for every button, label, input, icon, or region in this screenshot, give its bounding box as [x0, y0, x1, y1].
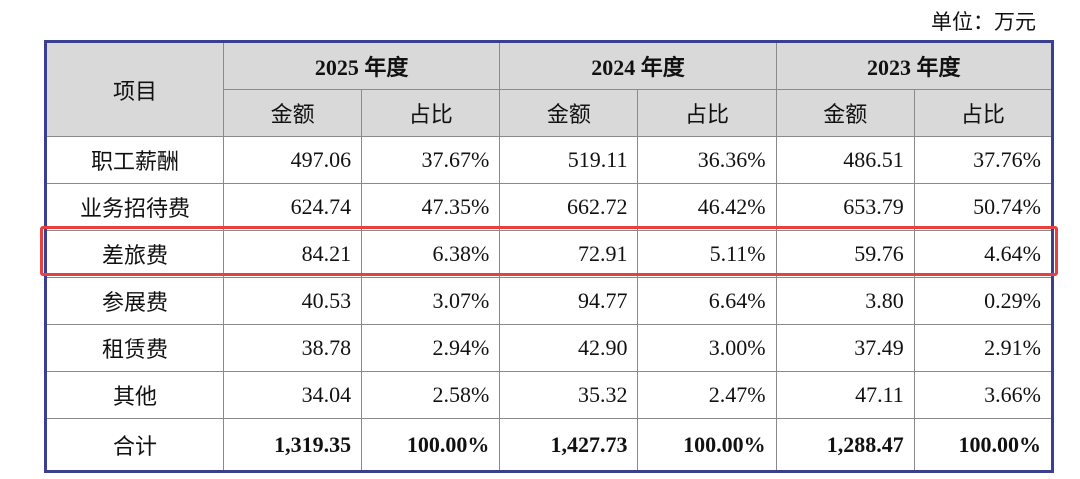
cell: 0.29%	[913, 277, 1054, 325]
cell: 36.36%	[637, 136, 777, 184]
cell: 59.76	[775, 230, 915, 278]
cell: 100.00%	[637, 418, 777, 472]
header-sub: 金额	[222, 89, 363, 137]
cell: 5.11%	[637, 230, 777, 278]
table-row: 职工薪酬 497.06 37.67% 519.11 36.36% 486.51 37.76%	[45, 136, 1054, 184]
cell: 3.80	[775, 277, 915, 325]
header-year: 2023 年度	[775, 41, 1054, 90]
cell: 40.53	[222, 277, 363, 325]
cell: 37.76%	[913, 136, 1054, 184]
header-row: 项目 2025 年度 2024 年度 2023 年度	[45, 41, 1054, 137]
table-row: 租赁费 38.78 2.94% 42.90 3.00% 37.49 2.91%	[45, 324, 1054, 372]
row-label: 职工薪酬	[45, 136, 224, 184]
header-year: 2025 年度	[222, 41, 501, 90]
cell: 37.49	[775, 324, 915, 372]
cell: 519.11	[499, 136, 639, 184]
cell: 94.77	[499, 277, 639, 325]
table-row: 其他 34.04 2.58% 35.32 2.47% 47.11 3.66%	[45, 371, 1054, 419]
cell: 47.11	[775, 371, 915, 419]
cell: 1,319.35	[222, 418, 363, 472]
cell: 50.74%	[913, 183, 1054, 231]
cell: 3.00%	[637, 324, 777, 372]
cell: 6.38%	[361, 230, 501, 278]
row-label: 租赁费	[45, 324, 224, 372]
cell: 653.79	[775, 183, 915, 231]
header-sub: 金额	[499, 89, 639, 137]
header-row: 金额 占比 金额 占比 金额 占比	[46, 89, 1054, 137]
cell: 497.06	[222, 136, 363, 184]
table-row: 参展费 40.53 3.07% 94.77 6.64% 3.80 0.29%	[45, 277, 1054, 325]
table-body: 职工薪酬 497.06 37.67% 519.11 36.36% 486.51 37.76%…	[45, 136, 1054, 472]
cell: 37.67%	[361, 136, 501, 184]
cell: 3.07%	[361, 277, 501, 325]
row-label: 差旅费	[45, 230, 224, 278]
cell: 2.58%	[361, 371, 501, 419]
table-header: 项目 2025 年度 2024 年度 2023 年度 金额 占比 金额 占比 金额 占比	[45, 41, 1054, 137]
table-row: 差旅费 84.21 6.38% 72.91 5.11% 59.76 4.64%	[45, 230, 1054, 278]
cell: 2.47%	[637, 371, 777, 419]
table-row: 合计 1,319.35 100.00% 1,427.73 100.00% 1,288.47…	[45, 418, 1054, 472]
header-sub: 占比	[361, 89, 501, 137]
row-label: 参展费	[45, 277, 224, 325]
cell: 4.64%	[913, 230, 1054, 278]
cell: 2.91%	[913, 324, 1054, 372]
cell: 72.91	[499, 230, 639, 278]
cell: 38.78	[222, 324, 363, 372]
unit-label: 单位：万元	[931, 10, 1036, 34]
row-label: 其他	[45, 371, 224, 419]
cell: 662.72	[499, 183, 639, 231]
table-row: 业务招待费 624.74 47.35% 662.72 46.42% 653.79 50.74…	[45, 183, 1054, 231]
cell: 47.35%	[361, 183, 501, 231]
header-sub: 占比	[637, 89, 777, 137]
cell: 2.94%	[361, 324, 501, 372]
row-label: 合计	[45, 418, 224, 472]
cell: 6.64%	[637, 277, 777, 325]
cell: 100.00%	[361, 418, 501, 472]
row-label: 业务招待费	[45, 183, 224, 231]
cell: 84.21	[222, 230, 363, 278]
cell: 100.00%	[913, 418, 1054, 472]
cell: 1,288.47	[775, 418, 915, 472]
header-year: 2024 年度	[499, 41, 777, 90]
cell: 3.66%	[913, 371, 1054, 419]
cell: 624.74	[222, 183, 363, 231]
header-sub: 占比	[913, 89, 1054, 137]
expense-table: 项目 2025 年度 2024 年度 2023 年度 金额 占比 金额 占比 金额 占比 职工薪酬…	[44, 40, 1054, 473]
cell: 42.90	[499, 324, 639, 372]
cell: 486.51	[775, 136, 915, 184]
cell: 46.42%	[637, 183, 777, 231]
header-item: 项目	[45, 41, 224, 137]
cell: 34.04	[222, 371, 363, 419]
header-sub: 金额	[775, 89, 915, 137]
cell: 1,427.73	[499, 418, 639, 472]
cell: 35.32	[499, 371, 639, 419]
